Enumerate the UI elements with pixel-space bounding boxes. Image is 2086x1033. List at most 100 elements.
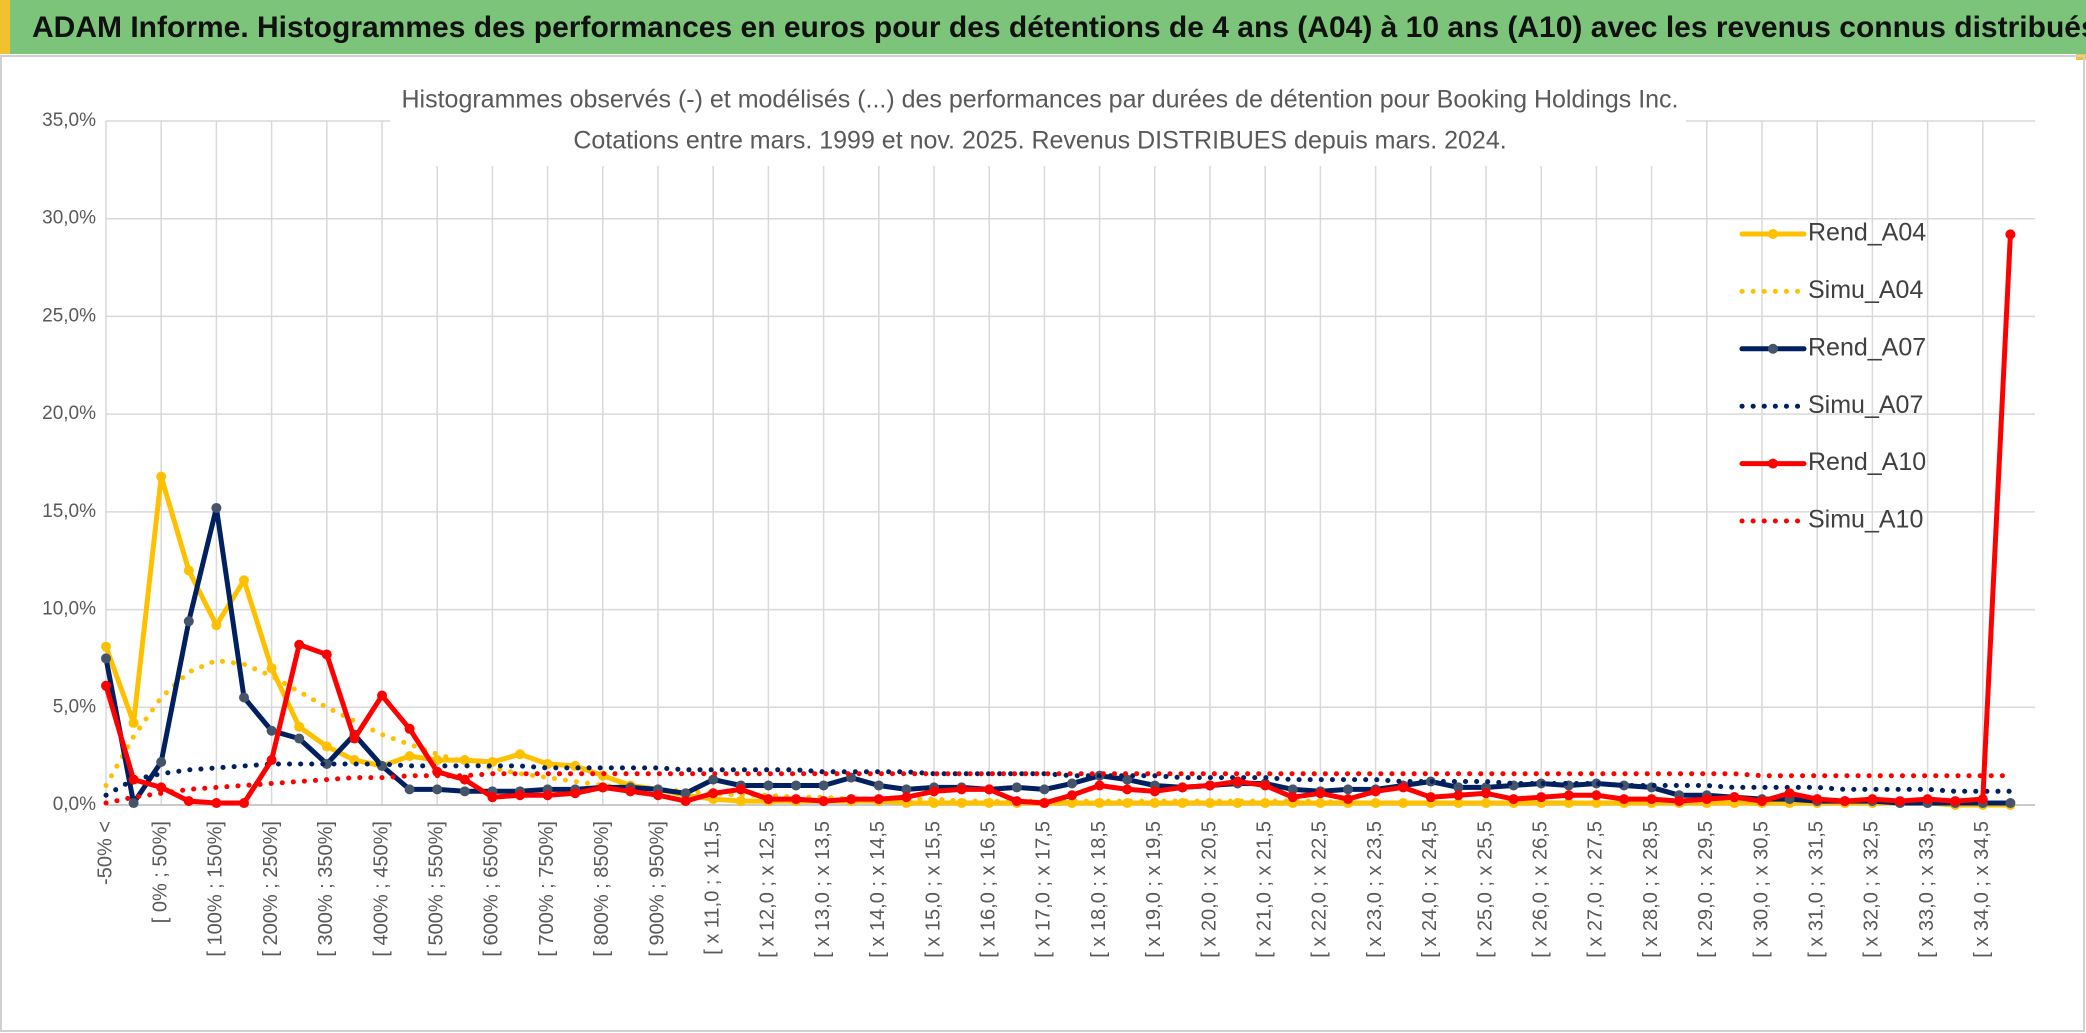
data-point bbox=[984, 784, 995, 795]
x-tick-label: [ x 12,0 ; x 12,5 bbox=[757, 821, 779, 958]
legend-label: Simu_A07 bbox=[1808, 391, 1923, 419]
data-point bbox=[459, 786, 470, 797]
data-point bbox=[1563, 790, 1574, 801]
data-point bbox=[1481, 788, 1491, 799]
data-point bbox=[1122, 784, 1133, 795]
legend: Rend_A04 Simu_A04 Rend_A07 Simu_A07 Rend_A10… bbox=[1739, 219, 1926, 534]
legend-marker bbox=[1768, 229, 1778, 239]
legend-label: Simu_A10 bbox=[1808, 506, 1923, 534]
data-point bbox=[101, 641, 111, 652]
data-point bbox=[763, 780, 774, 791]
data-point bbox=[156, 757, 167, 768]
grid bbox=[105, 120, 2035, 806]
x-tick-label: [ x 24,0 ; x 24,5 bbox=[1419, 821, 1441, 958]
data-point bbox=[1977, 794, 1988, 805]
data-point bbox=[653, 790, 663, 801]
x-tick-label: [ x 18,0 ; x 18,5 bbox=[1088, 821, 1110, 958]
x-tick-label: [ x 30,0 ; x 30,5 bbox=[1750, 821, 1772, 958]
data-point bbox=[432, 784, 443, 795]
data-point bbox=[1453, 798, 1464, 809]
data-point bbox=[1619, 794, 1629, 805]
data-point bbox=[1398, 798, 1409, 809]
data-point bbox=[680, 788, 691, 799]
data-point bbox=[1039, 798, 1050, 809]
x-tick-label: [ x 21,0 ; x 21,5 bbox=[1253, 821, 1275, 958]
data-point bbox=[1011, 782, 1022, 793]
x-tick-label: [ 500% ; 550%] bbox=[425, 821, 447, 957]
data-point bbox=[1287, 792, 1298, 803]
data-point bbox=[1729, 792, 1740, 803]
data-point bbox=[156, 471, 167, 482]
x-tick-label: [ x 14,0 ; x 14,5 bbox=[867, 821, 889, 958]
data-point bbox=[211, 798, 222, 809]
header-title: ADAM Informe. Histogrammes des performan… bbox=[32, 11, 2086, 44]
legend-label: Rend_A10 bbox=[1808, 448, 1926, 476]
legend-marker bbox=[1768, 343, 1778, 354]
data-point bbox=[1784, 788, 1795, 799]
data-point bbox=[597, 782, 608, 793]
data-point bbox=[1398, 782, 1409, 793]
data-point bbox=[321, 741, 332, 752]
data-point bbox=[294, 721, 305, 732]
data-point bbox=[873, 794, 884, 805]
x-tick-label: [ x 15,0 ; x 15,5 bbox=[922, 821, 944, 958]
data-point bbox=[1343, 794, 1353, 805]
x-tick-label: [ x 26,0 ; x 26,5 bbox=[1529, 821, 1551, 958]
data-point bbox=[1536, 792, 1547, 803]
x-tick-label: [ x 11,0 ; x 11,5 bbox=[701, 821, 723, 955]
data-point bbox=[570, 788, 581, 799]
data-point bbox=[1094, 780, 1105, 791]
data-point bbox=[183, 616, 194, 627]
data-point bbox=[818, 796, 829, 807]
x-tick-label: [ x 16,0 ; x 16,5 bbox=[977, 821, 999, 958]
data-point bbox=[211, 620, 222, 631]
data-point bbox=[542, 790, 553, 801]
series-line bbox=[103, 505, 2013, 806]
x-tick-label: [ x 32,0 ; x 32,5 bbox=[1861, 821, 1883, 958]
chart-subtitle: Cotations entre mars. 1999 et nov. 2025.… bbox=[573, 127, 1506, 155]
series-line bbox=[103, 231, 2013, 806]
x-tick-label: [ x 29,0 ; x 29,5 bbox=[1695, 821, 1717, 958]
y-tick-label: 10,0% bbox=[42, 599, 96, 620]
x-tick-label: [ x 34,0 ; x 34,5 bbox=[1971, 821, 1993, 958]
x-tick-label: [ 700% ; 750%] bbox=[536, 821, 558, 957]
data-point bbox=[791, 780, 801, 791]
data-point bbox=[404, 784, 415, 795]
data-point bbox=[929, 786, 939, 797]
data-point bbox=[377, 690, 387, 701]
x-tick-label: [ 300% ; 350%] bbox=[315, 821, 337, 957]
data-point bbox=[1674, 796, 1685, 807]
data-point bbox=[1757, 796, 1767, 807]
data-point bbox=[349, 733, 360, 744]
data-point bbox=[183, 796, 194, 807]
data-point bbox=[1205, 780, 1215, 791]
data-point bbox=[515, 790, 525, 801]
data-point bbox=[266, 663, 277, 674]
y-tick-label: 25,0% bbox=[42, 305, 96, 326]
data-point bbox=[266, 755, 277, 766]
series-line bbox=[103, 771, 2013, 806]
x-tick-label: [ x 33,0 ; x 33,5 bbox=[1916, 821, 1938, 958]
x-tick-label: [ 0% ; 50%] bbox=[149, 821, 171, 923]
chart-frame bbox=[0, 55, 2085, 1032]
y-tick-label: 35,0% bbox=[42, 110, 96, 131]
y-tick-label: 0,0% bbox=[53, 794, 96, 815]
chart-title: Histogrammes observés (-) et modélisés (… bbox=[402, 86, 1679, 114]
data-point bbox=[2005, 798, 2016, 809]
data-point bbox=[156, 782, 167, 793]
data-point bbox=[1149, 786, 1160, 797]
x-tick-label: [ x 28,0 ; x 28,5 bbox=[1640, 821, 1662, 958]
data-point bbox=[735, 796, 746, 807]
data-point bbox=[1646, 794, 1657, 805]
legend-label: Rend_A04 bbox=[1808, 219, 1926, 247]
data-point bbox=[183, 565, 194, 576]
data-point bbox=[1812, 794, 1823, 805]
x-tick-label: [ x 23,0 ; x 23,5 bbox=[1364, 821, 1386, 958]
data-point bbox=[708, 788, 719, 799]
data-point bbox=[791, 794, 801, 805]
data-point bbox=[515, 749, 525, 760]
data-point bbox=[1950, 796, 1961, 807]
title-backdrop bbox=[390, 80, 1686, 166]
